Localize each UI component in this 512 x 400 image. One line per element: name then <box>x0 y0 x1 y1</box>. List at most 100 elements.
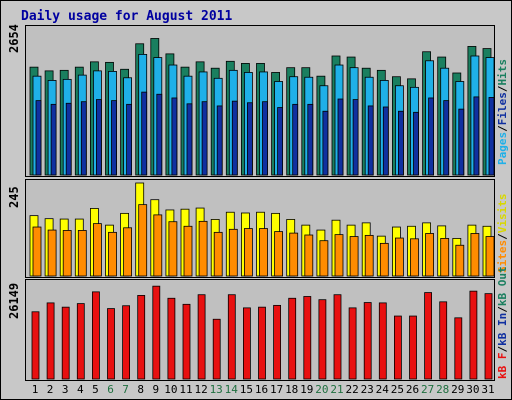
sites-bar-day-2 <box>47 229 57 277</box>
sites-bar-day-4 <box>77 230 87 277</box>
sites-bar-day-26 <box>410 238 419 277</box>
sites-bar-day-3 <box>62 230 72 277</box>
x-axis-day-labels: 1 2 3 4 5 6 7 8 9 10 11 12 13 14 15 16 17 18 19 20 21 22 23 24 2… <box>25 383 495 399</box>
sites-bar-day-16 <box>259 228 268 277</box>
sites-bar-day-15 <box>243 228 253 277</box>
x-tick-label-day-6: 6 <box>107 383 114 396</box>
sites-bar-day-22 <box>349 236 359 277</box>
pages-bar-day-26 <box>413 111 419 176</box>
hits-files-pages-plot <box>29 38 494 176</box>
sites-bar-day-5 <box>93 223 102 277</box>
kb-f-bar-day-7 <box>122 305 130 380</box>
kb-f-bar-day-27 <box>424 292 433 380</box>
kb-f-bar-day-8 <box>137 295 146 380</box>
legend-sep: / <box>496 85 509 93</box>
hits-ymax-label: 2654 <box>7 24 21 53</box>
x-tick-label-day-26: 26 <box>405 383 420 396</box>
sites-bar-day-14 <box>228 228 238 277</box>
kbytes-legend: kB F/kB In/kB Out <box>496 266 509 379</box>
x-tick-label-day-15: 15 <box>239 383 254 396</box>
kb-f-bar-day-10 <box>167 297 176 380</box>
x-tick-label-day-28: 28 <box>436 383 450 396</box>
x-tick-label-day-24: 24 <box>375 383 389 396</box>
x-tick-label-day-17: 17 <box>269 383 284 396</box>
sites-bar-day-9 <box>153 214 163 277</box>
kb-f-bar-day-6 <box>107 308 115 380</box>
pages-bar-day-16 <box>262 101 268 176</box>
kbytes-plot <box>31 285 493 380</box>
kb-f-bar-day-22 <box>348 307 357 380</box>
visits-sites-legend: Sites/Visits <box>496 194 509 274</box>
pages-bar-day-12 <box>201 101 208 176</box>
x-tick-label-day-7: 7 <box>122 383 129 396</box>
legend-kb-f: kB F <box>496 352 509 380</box>
x-tick-label-day-2: 2 <box>46 383 54 396</box>
pages-bar-day-29 <box>458 108 465 176</box>
pages-bar-day-14 <box>231 100 238 176</box>
pages-bar-day-5 <box>96 99 102 176</box>
sites-bar-day-17 <box>274 231 284 277</box>
sites-bar-day-7 <box>123 227 132 277</box>
sites-bar-day-12 <box>198 220 208 277</box>
x-tick-label-day-18: 18 <box>285 383 299 396</box>
x-tick-label-day-30: 30 <box>466 383 480 396</box>
visits-ymax-label: 245 <box>7 186 21 208</box>
pages-bar-day-9 <box>156 93 163 176</box>
pages-bar-day-2 <box>50 103 57 176</box>
sites-bar-day-31 <box>485 236 494 277</box>
kb-f-bar-day-19 <box>303 296 312 380</box>
pages-bar-day-6 <box>111 100 117 176</box>
kb-f-bar-day-1 <box>31 311 40 380</box>
sites-bar-day-18 <box>289 232 299 277</box>
x-tick-label-day-25: 25 <box>390 383 405 396</box>
sites-bar-day-13 <box>213 231 223 277</box>
x-tick-label-day-19: 19 <box>300 383 314 396</box>
pages-bar-day-27 <box>428 97 435 176</box>
kb-f-bar-day-28 <box>439 301 448 380</box>
legend-hits: Hits <box>496 59 509 86</box>
kb-f-bar-day-14 <box>227 294 236 380</box>
kbytes-ymax-label: 26149 <box>7 282 21 319</box>
legend-kb-in: kB In <box>496 312 509 346</box>
x-tick-label-day-11: 11 <box>179 383 193 396</box>
pages-bar-day-13 <box>216 105 223 176</box>
kb-f-bar-day-20 <box>318 299 327 380</box>
kb-f-bar-day-25 <box>393 315 402 380</box>
pages-bar-day-1 <box>35 100 42 176</box>
sites-bar-day-24 <box>379 242 389 277</box>
sites-bar-day-1 <box>32 226 42 277</box>
sites-bar-day-8 <box>138 204 148 277</box>
pages-bar-day-17 <box>277 107 284 176</box>
legend-visits: Visits <box>496 193 509 234</box>
kb-f-bar-day-26 <box>409 315 417 380</box>
x-tick-label-day-4: 4 <box>76 383 84 396</box>
kbytes-panel <box>25 279 495 381</box>
kb-f-bar-day-24 <box>378 302 387 380</box>
legend-files: Files <box>496 92 509 126</box>
x-tick-label-day-12: 12 <box>194 383 208 396</box>
kb-f-bar-day-3 <box>61 306 70 380</box>
pages-bar-day-18 <box>292 103 299 176</box>
sites-bar-day-21 <box>334 234 344 277</box>
x-tick-label-day-16: 16 <box>254 383 269 396</box>
legend-sep: / <box>496 125 509 132</box>
sites-bar-day-23 <box>364 234 374 277</box>
x-tick-label-day-8: 8 <box>137 383 144 396</box>
kb-f-bar-day-5 <box>92 291 100 380</box>
pages-bar-day-25 <box>397 110 404 176</box>
legend-pages: Pages <box>496 131 509 165</box>
x-tick-label-day-9: 9 <box>152 383 160 396</box>
x-tick-label-day-20: 20 <box>315 383 329 396</box>
visits-sites-panel <box>25 179 495 278</box>
kb-f-bar-day-29 <box>454 317 463 380</box>
pages-bar-day-28 <box>443 100 450 176</box>
pages-bar-day-31 <box>488 97 494 176</box>
kb-f-bar-day-9 <box>152 285 161 380</box>
pages-bar-day-3 <box>65 102 72 176</box>
chart-title: Daily usage for August 2011 <box>21 9 233 24</box>
sites-bar-day-6 <box>108 231 117 277</box>
x-tick-label-day-13: 13 <box>209 383 223 396</box>
kb-f-bar-day-11 <box>182 303 191 380</box>
x-tick-label-day-10: 10 <box>164 383 178 396</box>
